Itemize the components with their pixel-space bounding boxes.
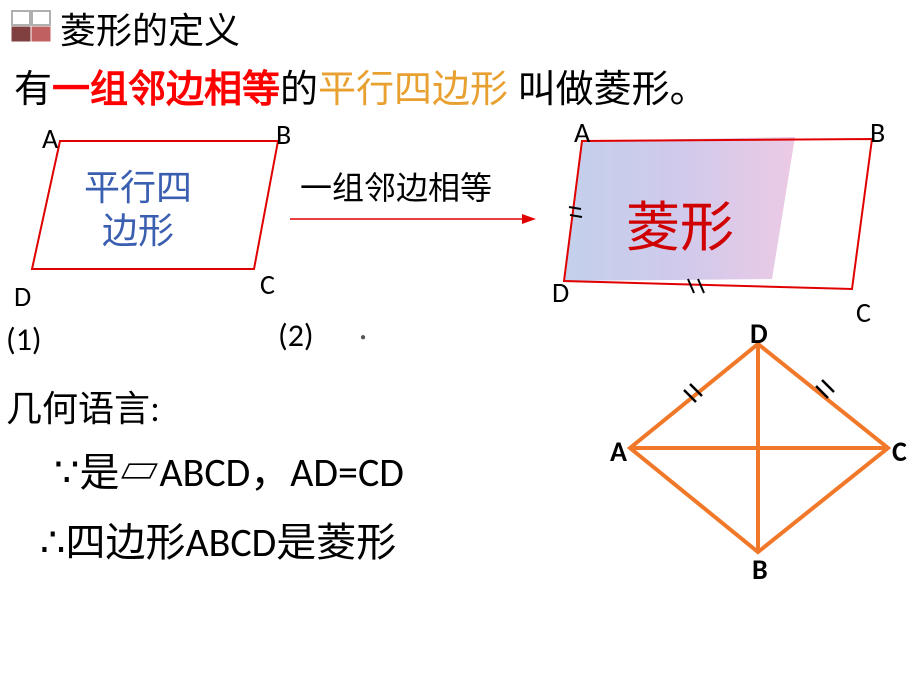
def-part5: 叫做菱形。 bbox=[508, 69, 708, 111]
arrow-icon bbox=[290, 207, 540, 237]
rhombus-inside-text: 菱形 bbox=[626, 183, 734, 262]
proof-because: ∵是▱ABCD，AD=CD bbox=[54, 440, 404, 498]
para-label-l1: 平行四 bbox=[84, 167, 192, 210]
bullet-icon: ● bbox=[360, 332, 366, 343]
def-part3: 的 bbox=[280, 69, 318, 111]
para-inside-label: 平行四 边形 bbox=[84, 167, 192, 253]
rhom-vertex-A: A bbox=[574, 115, 590, 150]
para-vertex-D: D bbox=[14, 279, 31, 314]
page-title: 菱形的定义 bbox=[60, 2, 240, 54]
definition-sentence: 有一组邻边相等的平行四边形 叫做菱形。 bbox=[0, 54, 920, 113]
arrow-label: 一组邻边相等 bbox=[300, 163, 492, 209]
label-1: (1) bbox=[6, 320, 42, 359]
title-bar: 菱形的定义 bbox=[0, 0, 920, 54]
parallelogram-figure: A B C D 平行四 边形 bbox=[20, 121, 300, 306]
para-vertex-A: A bbox=[42, 121, 58, 156]
label-2: (2) bbox=[278, 316, 314, 355]
diamond-vertex-A: A bbox=[610, 434, 627, 469]
geometry-language-label: 几何语言: bbox=[6, 380, 160, 432]
rhom-vertex-B: B bbox=[870, 115, 885, 150]
rhom-vertex-D: D bbox=[552, 275, 569, 310]
para-vertex-B: B bbox=[276, 117, 291, 152]
diamond-figure: D A C B bbox=[610, 330, 910, 585]
def-part-orange: 平行四边形 bbox=[318, 69, 508, 111]
because-symbol: ∵ bbox=[54, 450, 79, 495]
diamond-vertex-B: B bbox=[752, 552, 768, 587]
therefore-symbol: ∴ bbox=[40, 520, 65, 565]
proof-therefore: ∴四边形ABCD是菱形 bbox=[40, 510, 396, 568]
diamond-vertex-C: C bbox=[892, 434, 907, 469]
diagram-area: A B C D 平行四 边形 一组邻边相等 bbox=[0, 113, 920, 353]
def-part-red: 一组邻边相等 bbox=[52, 69, 280, 111]
para-label-l2: 边形 bbox=[84, 210, 192, 253]
def-part1: 有 bbox=[14, 69, 52, 111]
rhombus-figure: A B C D 菱形 bbox=[560, 121, 900, 326]
rhom-vertex-C: C bbox=[856, 295, 871, 330]
proof-text-1: 是▱ABCD，AD=CD bbox=[79, 448, 403, 497]
para-vertex-C: C bbox=[260, 267, 275, 302]
proof-text-2: 四边形ABCD是菱形 bbox=[65, 518, 396, 567]
diamond-vertex-D: D bbox=[750, 316, 768, 351]
title-decor-icon bbox=[10, 9, 52, 48]
